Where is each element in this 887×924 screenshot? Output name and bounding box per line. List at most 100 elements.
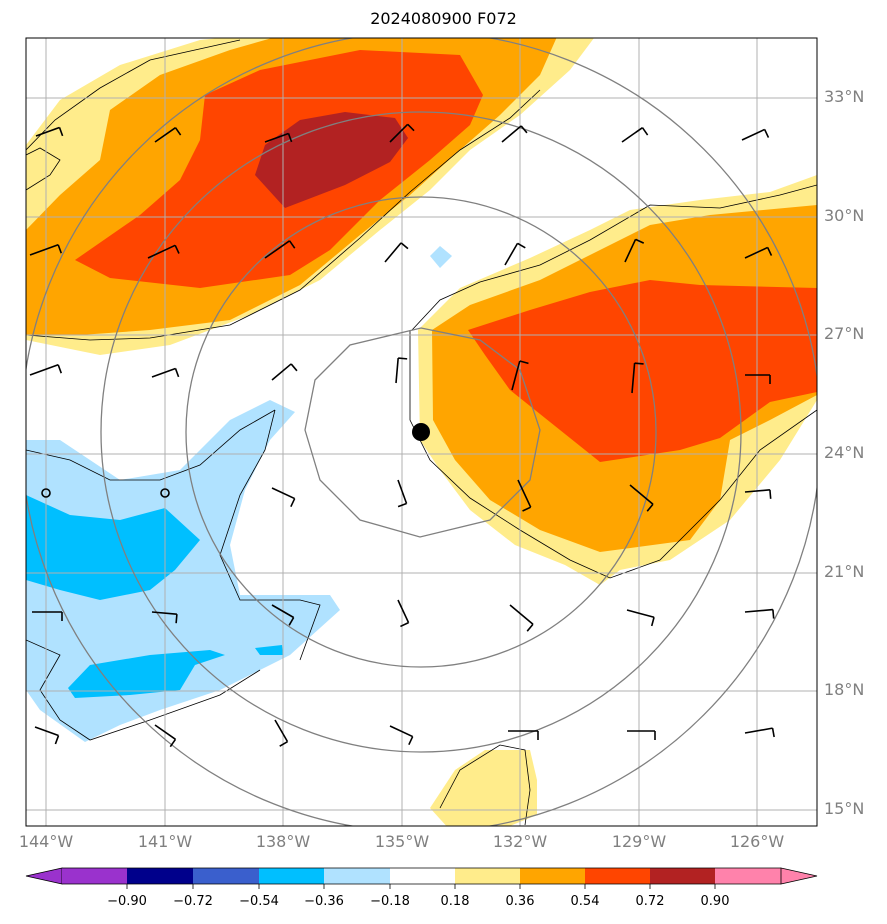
wind-barb-shaft — [389, 123, 409, 143]
wind-barb-shaft — [271, 487, 295, 500]
wind-barb-feather — [769, 489, 772, 499]
wind-barb-feather — [174, 244, 180, 254]
wind-barb-feather — [772, 609, 775, 619]
colorbar-extend-low — [25, 867, 63, 885]
wind-barb-feather — [174, 127, 182, 136]
wind-barb-shaft — [264, 240, 291, 259]
wind-barb-feather — [290, 363, 298, 372]
colorbar-tick-label: 0.54 — [570, 894, 600, 909]
wind-barb-feather — [175, 614, 178, 624]
wind-barb-feather — [771, 727, 775, 738]
map-title: 2024080900 F072 — [370, 9, 517, 28]
wind-barb-feather — [520, 125, 528, 134]
wind-barb-shaft — [621, 127, 643, 143]
wind-barb-shaft — [29, 243, 59, 256]
wind-barb-feather — [407, 123, 415, 132]
negative-anomaly-west — [26, 246, 452, 742]
wind-barb-feather — [398, 357, 408, 360]
wind-barb-shaft — [631, 363, 636, 394]
wind-barb-shaft — [626, 609, 655, 619]
wind-barb-shaft — [34, 726, 59, 737]
colorbar-segment — [520, 868, 585, 884]
calm-wind-marker — [41, 488, 51, 498]
wind-barb-feather — [174, 368, 180, 378]
contour-lines — [26, 39, 817, 826]
colorbar-tick-label: 0.72 — [635, 894, 665, 909]
wind-barb-shaft — [509, 604, 534, 625]
wind-barb-shaft — [395, 358, 399, 384]
wind-barb-shaft — [744, 727, 773, 734]
wind-barb-shaft — [397, 599, 410, 623]
wind-barb-shaft — [35, 126, 60, 137]
wind-barb-feather — [57, 364, 63, 374]
wind-barb-feather — [650, 617, 655, 627]
wind-barb-shaft — [154, 724, 176, 740]
wind-barb-shaft — [154, 127, 176, 143]
colorbar-tick-label: −0.72 — [173, 894, 213, 909]
wind-barb-shaft — [397, 479, 408, 504]
lat-tick-label: 24°N — [824, 443, 865, 462]
lat-tick-label: 33°N — [824, 87, 865, 106]
wind-barb-feather — [54, 735, 60, 745]
wind-barb-feather — [279, 740, 288, 747]
wind-barb-feather — [634, 362, 644, 365]
colorbar-tick-label: −0.18 — [370, 894, 410, 909]
colorbar-segment — [127, 868, 193, 884]
lon-tick-label: 141°W — [137, 832, 193, 851]
wind-barb-shaft — [271, 604, 295, 619]
wind-barb-feather — [288, 240, 296, 249]
lon-tick-label: 126°W — [729, 832, 785, 851]
wind-barb-feather — [287, 133, 293, 143]
wind-barb-feather — [526, 623, 534, 632]
lon-tick-label: 129°W — [611, 832, 667, 851]
wind-barb-feather — [519, 360, 529, 365]
lon-tick-label: 138°W — [255, 832, 311, 851]
wind-barb-feather — [290, 498, 296, 508]
wind-barb-shaft — [741, 128, 765, 141]
wind-barb-feather — [400, 621, 409, 628]
plot-frame — [25, 37, 818, 827]
wind-barb-feather — [408, 736, 414, 746]
wind-barb-shaft — [147, 244, 176, 259]
colorbar-segment — [324, 868, 390, 884]
wind-barb-feather — [169, 738, 177, 748]
colorbar-tick-label: 0.90 — [700, 894, 730, 909]
wind-barb-shaft — [271, 363, 292, 381]
wind-barb-feather — [57, 244, 63, 254]
wind-barb-feather — [646, 503, 654, 512]
colorbar — [25, 867, 818, 889]
colorbar-segment — [259, 868, 324, 884]
lat-tick-label: 21°N — [824, 562, 865, 581]
wind-barb-feather — [288, 617, 295, 626]
colorbar-segment — [650, 868, 715, 884]
wind-barb-feather — [635, 238, 645, 244]
calm-wind-marker — [160, 488, 170, 498]
lat-tick-label: 15°N — [824, 799, 865, 818]
wind-barb-shaft — [264, 132, 289, 143]
wind-barb-shaft — [744, 489, 770, 493]
lon-tick-label: 132°W — [492, 832, 548, 851]
wind-barb-shaft — [744, 246, 768, 259]
wind-barb-shaft — [29, 363, 59, 376]
wind-barb-feather — [641, 127, 649, 136]
colorbar-tick-label: −0.36 — [304, 894, 344, 909]
colorbar-segment — [193, 868, 259, 884]
wind-barb-shaft — [517, 479, 532, 508]
storm-center-marker — [412, 423, 430, 441]
colorbar-tick-label: 0.18 — [440, 894, 470, 909]
wind-barb-feather — [763, 129, 770, 138]
colorbar-tick-label: −0.90 — [107, 894, 147, 909]
colorbar-segment — [390, 868, 455, 884]
wind-barb-feather — [522, 506, 532, 512]
wind-barb-feather — [766, 247, 773, 256]
colorbar-segment — [715, 868, 781, 884]
lat-tick-label: 27°N — [824, 324, 865, 343]
lat-tick-label: 30°N — [824, 206, 865, 225]
wind-barb-feather — [400, 242, 409, 250]
lon-tick-label: 135°W — [374, 832, 430, 851]
wind-barb-shaft — [629, 484, 654, 505]
positive-anomaly-south — [430, 750, 537, 826]
colorbar-segment — [455, 868, 520, 884]
wind-barbs — [29, 123, 775, 748]
map-plot-area — [26, 38, 817, 826]
